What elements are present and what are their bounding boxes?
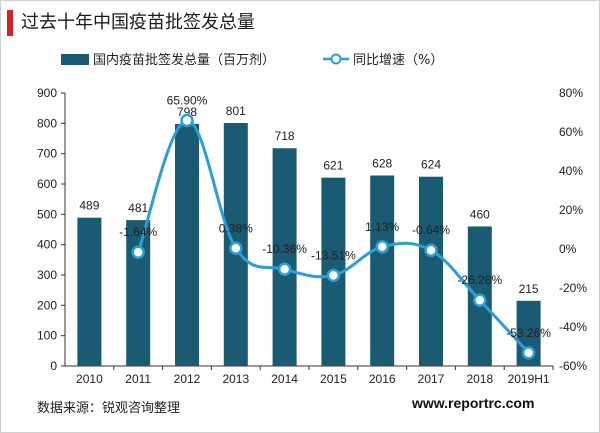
right-axis-tick-label: -60% xyxy=(559,359,587,373)
right-axis-tick-label: 60% xyxy=(559,125,583,139)
left-axis-tick-label: 600 xyxy=(37,177,57,191)
bar-value-label: 624 xyxy=(421,158,441,172)
growth-value-label: -13.51% xyxy=(311,248,356,262)
right-axis-tick-label: 80% xyxy=(559,86,583,100)
title-accent-bar xyxy=(7,10,13,36)
x-axis-tick-label: 2013 xyxy=(222,372,249,386)
growth-marker-2018 xyxy=(473,293,487,307)
legend-bar-swatch xyxy=(61,54,89,65)
left-axis-tick-label: 200 xyxy=(37,298,57,312)
x-axis-tick-label: 2012 xyxy=(174,372,201,386)
left-axis-tick-label: 100 xyxy=(37,329,57,343)
legend-bar-label: 国内疫苗批签发总量（百万剂） xyxy=(93,52,275,68)
growth-value-label: -53.26% xyxy=(506,326,551,340)
bar-value-label: 628 xyxy=(372,157,392,171)
growth-value-label: 0.38% xyxy=(219,221,253,235)
left-axis-tick-label: 0 xyxy=(50,359,57,373)
bar-value-label: 798 xyxy=(177,105,197,119)
bar-value-label: 460 xyxy=(470,207,490,221)
growth-marker-2016 xyxy=(375,240,389,254)
right-axis-tick-label: -20% xyxy=(559,281,587,295)
bar-2017 xyxy=(419,176,443,366)
bar-2014 xyxy=(272,148,297,366)
growth-value-label: -1.64% xyxy=(119,225,157,239)
x-axis-tick-label: 2016 xyxy=(369,372,396,386)
left-axis-tick-label: 700 xyxy=(37,147,57,161)
legend-line-label: 同比增速（%） xyxy=(353,53,443,68)
source-note: 数据来源：锐观咨询整理 xyxy=(37,401,181,416)
growth-value-label: -0.64% xyxy=(412,223,450,237)
x-axis-tick-label: 2017 xyxy=(418,372,445,386)
chart-title: 过去十年中国疫苗批签发总量 xyxy=(21,12,255,33)
right-axis-tick-label: 0% xyxy=(559,242,577,256)
x-axis-tick-label: 2019H1 xyxy=(508,372,550,386)
growth-marker-2013 xyxy=(229,241,243,256)
growth-value-label: 65.90% xyxy=(167,93,208,107)
growth-marker-2017 xyxy=(424,243,438,257)
left-axis-tick-label: 300 xyxy=(37,268,57,282)
growth-marker-2019H1 xyxy=(521,346,536,360)
bar-value-label: 801 xyxy=(226,104,246,118)
growth-value-label: 1.13% xyxy=(365,220,399,234)
growth-marker-2011 xyxy=(131,245,145,259)
bar-2016 xyxy=(370,175,395,366)
x-axis-tick-label: 2018 xyxy=(466,372,493,386)
bar-2010 xyxy=(77,217,102,366)
growth-marker-2015 xyxy=(326,268,341,283)
bar-value-label: 215 xyxy=(519,282,539,296)
growth-marker-2012 xyxy=(180,113,194,128)
bar-value-label: 718 xyxy=(275,129,295,143)
left-axis-tick-label: 400 xyxy=(37,238,57,252)
growth-value-label: -10.36% xyxy=(262,242,307,256)
x-axis-tick-label: 2015 xyxy=(320,372,347,386)
left-axis-tick-label: 900 xyxy=(37,86,57,100)
growth-value-label: -26.28% xyxy=(457,273,502,287)
growth-marker-2014 xyxy=(277,262,292,276)
watermark-text: www.reportrc.com xyxy=(412,395,535,411)
bar-2012 xyxy=(175,123,199,366)
x-axis-tick-label: 2010 xyxy=(76,372,103,386)
bar-value-label: 489 xyxy=(79,199,99,213)
x-axis-tick-label: 2014 xyxy=(271,372,298,386)
left-axis-tick-label: 500 xyxy=(37,207,57,221)
bar-value-label: 481 xyxy=(128,201,148,215)
bar-value-label: 621 xyxy=(323,159,343,173)
right-axis-tick-label: -40% xyxy=(559,320,587,334)
x-axis-tick-label: 2011 xyxy=(125,372,151,386)
bar-2011 xyxy=(126,220,151,366)
right-axis-tick-label: 40% xyxy=(559,164,583,178)
left-axis-tick-label: 800 xyxy=(37,116,57,130)
legend-line-marker xyxy=(330,53,342,65)
right-axis-tick-label: 20% xyxy=(559,203,583,217)
